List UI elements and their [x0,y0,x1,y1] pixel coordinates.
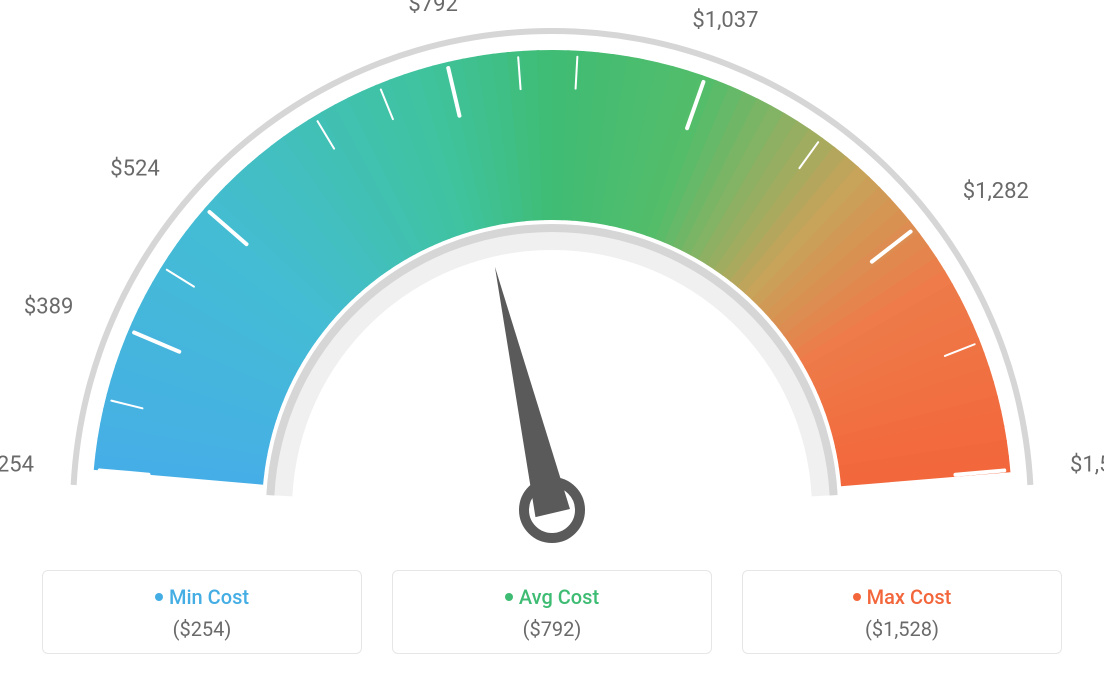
legend-card-max: Max Cost ($1,528) [742,570,1062,654]
legend-card-min: Min Cost ($254) [42,570,362,654]
gauge-chart: $254 $389 $524 $792 $1,037 $1,282 $1,528 [0,0,1104,560]
legend-value: ($792) [403,617,701,641]
legend-label-text: Min Cost [169,585,249,609]
legend-dot-icon [505,593,513,601]
tick-label: $792 [408,0,457,17]
legend-label: Avg Cost [403,585,701,609]
legend-card-avg: Avg Cost ($792) [392,570,712,654]
legend-label-text: Avg Cost [519,585,599,609]
legend-label-text: Max Cost [867,585,952,609]
legend-label: Max Cost [753,585,1051,609]
legend-row: Min Cost ($254) Avg Cost ($792) Max Cost ($1,… [0,570,1104,654]
tick-label: $1,037 [692,8,758,33]
legend-dot-icon [853,593,861,601]
tick-label: $1,282 [963,179,1029,204]
legend-value: ($1,528) [753,617,1051,641]
tick-label: $524 [110,157,159,182]
gauge-svg: $254 $389 $524 $792 $1,037 $1,282 $1,528 [0,0,1104,560]
legend-label: Min Cost [53,585,351,609]
tick-label: $1,528 [1070,453,1104,478]
tick-label: $389 [24,295,73,320]
legend-value: ($254) [53,617,351,641]
tick-label: $254 [0,453,34,478]
legend-dot-icon [155,593,163,601]
